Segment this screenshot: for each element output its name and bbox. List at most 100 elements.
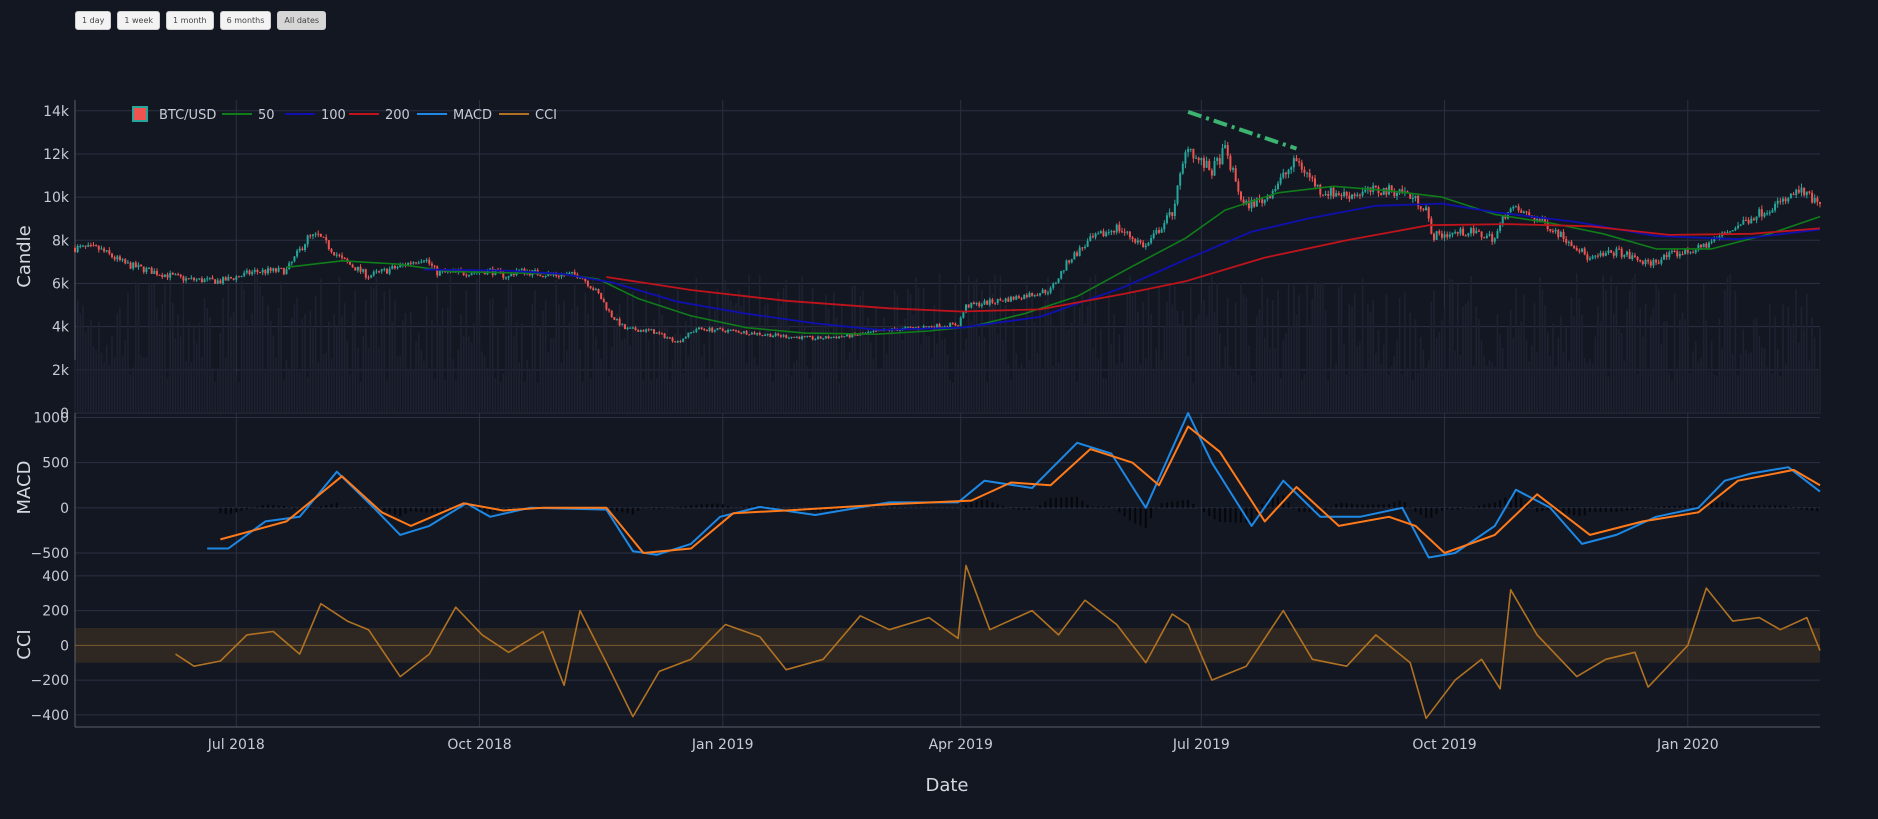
candle-body — [602, 299, 605, 303]
volume-bar — [1118, 334, 1121, 413]
volume-bar — [158, 320, 161, 413]
macd-histogram-bar — [906, 507, 909, 508]
range-button-1-week[interactable]: 1 week — [117, 11, 161, 30]
volume-bar — [550, 338, 552, 413]
range-button-all-dates[interactable]: All dates — [277, 11, 327, 30]
volume-bar — [1798, 342, 1800, 413]
candle-ytick-label: 6k — [52, 276, 70, 292]
volume-bar — [1195, 319, 1197, 413]
candle-body — [1054, 282, 1057, 284]
macd-histogram-bar — [1567, 507, 1570, 514]
volume-bar — [423, 361, 425, 413]
legend-label: BTC/USD — [159, 108, 216, 123]
volume-bar — [983, 337, 986, 413]
volume-bar — [914, 277, 917, 413]
candle-body — [1007, 298, 1010, 302]
volume-bar — [896, 295, 899, 413]
range-button-1-month[interactable]: 1 month — [166, 11, 214, 30]
volume-bar — [446, 306, 449, 413]
volume-bar — [986, 381, 988, 413]
volume-bar — [769, 330, 772, 413]
volume-bar — [216, 368, 219, 413]
macd-histogram-bar — [1007, 507, 1010, 509]
macd-histogram-bar — [515, 507, 518, 509]
macd-histogram-bar — [1097, 506, 1100, 508]
candle-body — [785, 335, 788, 338]
volume-bar — [1594, 336, 1597, 413]
candle-body — [856, 334, 859, 336]
volume-bar — [1401, 374, 1404, 413]
macd-histogram-bar — [779, 507, 782, 508]
volume-bar — [359, 381, 362, 413]
macd-histogram-bar — [610, 507, 613, 511]
macd-histogram-bar — [1213, 507, 1216, 520]
macd-histogram-bar — [822, 507, 825, 512]
candle-body — [1483, 237, 1486, 239]
macd-histogram-bar — [1187, 499, 1190, 508]
macd-histogram-bar — [1467, 507, 1470, 509]
candle-body — [1610, 250, 1613, 253]
volume-bar — [703, 344, 706, 413]
macd-histogram-bar — [1440, 507, 1443, 511]
volume-bar — [1623, 360, 1626, 413]
candle-body — [1113, 231, 1116, 233]
volume-bar — [214, 381, 216, 413]
candle-body — [584, 278, 587, 282]
volume-bar — [1512, 337, 1515, 413]
macd-histogram-bar — [1747, 505, 1750, 508]
candle-body — [163, 274, 166, 277]
volume-bar — [605, 307, 608, 413]
volume-bar — [724, 279, 727, 413]
volume-bar — [658, 292, 661, 413]
volume-bar — [801, 275, 803, 413]
macd-histogram-bar — [711, 503, 714, 508]
volume-bar — [1470, 276, 1472, 413]
range-button-1-day[interactable]: 1 day — [75, 11, 112, 30]
volume-bar — [1462, 306, 1464, 413]
macd-histogram-bar — [1774, 505, 1777, 508]
range-button-6-months[interactable]: 6 months — [219, 11, 272, 30]
candle-body — [330, 249, 333, 253]
candle-body — [983, 300, 986, 305]
legend-label: 200 — [385, 108, 410, 123]
volume-bar — [502, 373, 505, 413]
candle-body — [113, 257, 116, 260]
candle-body — [341, 255, 344, 258]
candle-body — [200, 278, 203, 283]
volume-bar — [1113, 313, 1115, 413]
candle-body — [1747, 220, 1750, 224]
macd-ytick-label: −500 — [31, 546, 69, 562]
volume-bar — [978, 336, 981, 413]
volume-bar — [230, 316, 232, 413]
macd-histogram-bar — [1493, 502, 1496, 508]
candle-axis-title: Candle — [14, 225, 35, 288]
macd-histogram-bar — [1107, 506, 1110, 508]
macd-histogram-bar — [1139, 507, 1142, 526]
volume-bar — [129, 374, 132, 413]
volume-bar — [135, 281, 137, 413]
volume-bar — [1737, 374, 1739, 413]
candle-body — [1636, 256, 1639, 261]
volume-bar — [1753, 319, 1755, 413]
volume-bar — [235, 374, 238, 413]
volume-bar — [283, 380, 285, 413]
volume-bar — [732, 305, 735, 413]
candle-body — [737, 330, 740, 333]
candle-body — [1062, 270, 1065, 272]
macd-histogram-bar — [986, 500, 989, 508]
macd-histogram-bar — [240, 507, 243, 511]
macd-histogram-bar — [1641, 507, 1644, 509]
macd-histogram-bar — [922, 507, 925, 509]
macd-histogram-bar — [330, 503, 333, 508]
volume-bar — [1700, 357, 1702, 413]
macd-histogram-bar — [1128, 507, 1131, 521]
candle-body — [1472, 228, 1475, 234]
volume-bar — [1382, 344, 1385, 413]
volume-bar — [624, 338, 626, 413]
candle-body — [1657, 262, 1660, 264]
volume-bar — [1644, 303, 1647, 413]
volume-bar — [618, 303, 621, 413]
volume-bar — [822, 323, 825, 413]
macd-histogram-bar — [436, 507, 439, 512]
volume-bar — [975, 278, 978, 413]
